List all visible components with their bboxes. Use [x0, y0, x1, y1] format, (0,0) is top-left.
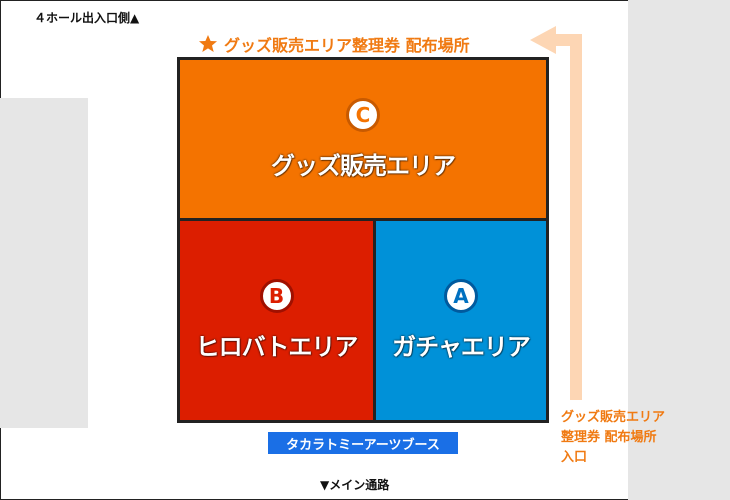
booth-label: タカラトミーアーツブース — [268, 432, 458, 454]
distribution-title-text: グッズ販売エリア整理券 配布場所 — [224, 36, 470, 55]
zone-b-hiroba[interactable]: B ヒロバトエリア — [180, 221, 373, 420]
zone-badge: B — [259, 279, 294, 313]
zone-c-goods[interactable]: C グッズ販売エリア — [180, 60, 546, 218]
right-wall-area — [628, 0, 730, 500]
left-wall-area — [0, 98, 88, 428]
zone-name: グッズ販売エリア — [271, 151, 456, 180]
zone-a-gacha[interactable]: A ガチャエリア — [376, 221, 546, 420]
booth-layout: C グッズ販売エリア B ヒロバトエリア A ガチャエリア — [177, 57, 549, 423]
zone-name: ガチャエリア — [392, 333, 531, 361]
entrance-note: グッズ販売エリア 整理券 配布場所 入口 — [561, 408, 665, 468]
arrow-left-icon — [530, 26, 582, 400]
main-aisle-label: ▼メイン通路 — [320, 478, 390, 492]
star-icon — [199, 35, 217, 52]
distribution-title: グッズ販売エリア整理券 配布場所 — [198, 32, 470, 56]
note-line: 入口 — [561, 450, 588, 465]
zone-badge: A — [444, 279, 478, 313]
hall-4-exit-label: ４ホール出入口側▲ — [34, 11, 140, 25]
note-line: グッズ販売エリア — [561, 410, 666, 425]
zone-name: ヒロバトエリア — [195, 333, 359, 361]
note-line: 整理券 配布場所 — [561, 430, 657, 445]
zone-badge: C — [346, 97, 380, 132]
